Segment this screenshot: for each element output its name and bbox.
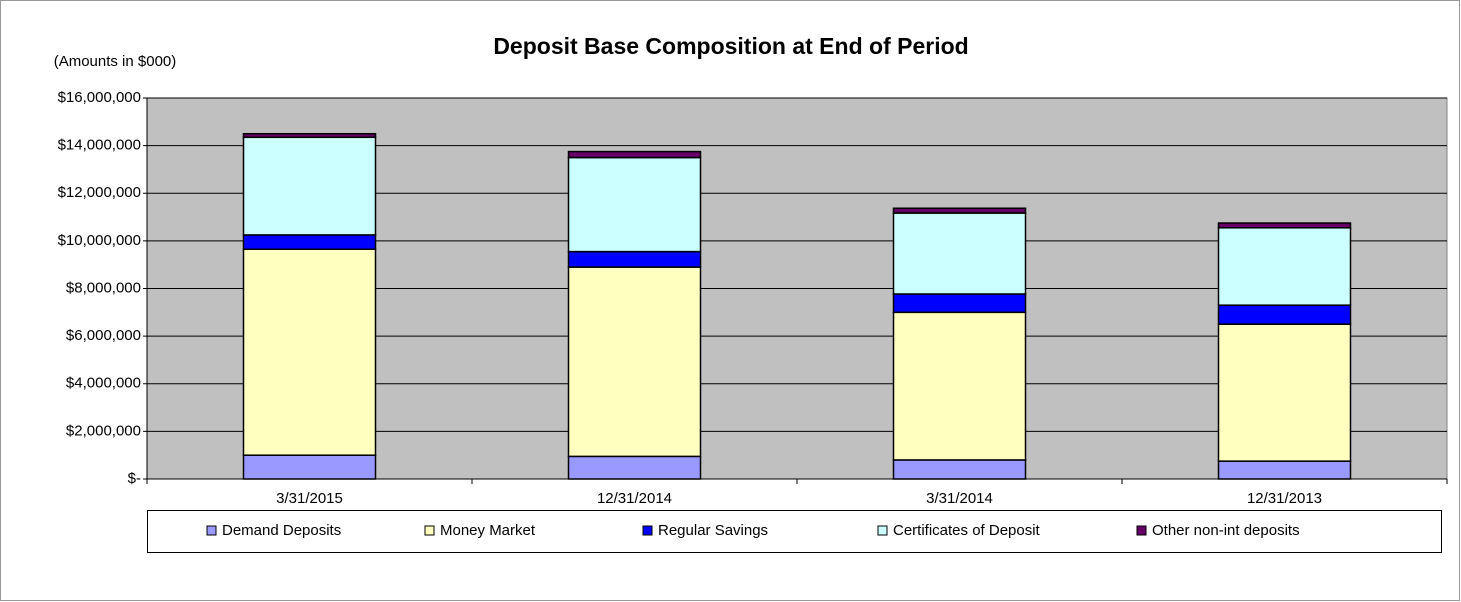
y-tick-label: $14,000,000 <box>58 137 141 154</box>
chart-title: Deposit Base Composition at End of Perio… <box>493 33 968 59</box>
bar-segment <box>1217 304 1352 325</box>
y-tick-label: $4,000,000 <box>66 375 141 392</box>
bar-segment <box>1217 227 1352 306</box>
legend-swatch <box>877 525 888 536</box>
bar-segment <box>892 293 1027 314</box>
y-tick-label: $- <box>128 470 141 487</box>
bar-segment <box>567 455 702 480</box>
bar-segment <box>242 132 377 139</box>
y-tick-label: $2,000,000 <box>66 422 141 439</box>
bar-segment <box>1217 323 1352 462</box>
legend-label: Certificates of Deposit <box>893 522 1041 539</box>
legend-label: Other non-int deposits <box>1152 522 1300 539</box>
bar-segment <box>892 207 1027 214</box>
bar-segment <box>242 234 377 250</box>
x-tick-label: 3/31/2015 <box>276 490 343 507</box>
bar-segment <box>242 248 377 456</box>
bar-segment <box>242 136 377 236</box>
legend-swatch <box>206 525 217 536</box>
x-tick-label: 3/31/2014 <box>926 490 993 507</box>
bar-segment <box>567 250 702 268</box>
bar-segment <box>1217 222 1352 229</box>
bar-segment <box>567 266 702 458</box>
bar-segment <box>892 311 1027 461</box>
legend-swatch <box>642 525 653 536</box>
legend-label: Money Market <box>440 522 536 539</box>
legend-swatch <box>424 525 435 536</box>
bar-segment <box>892 212 1027 295</box>
bar-segment <box>567 156 702 253</box>
y-tick-label: $10,000,000 <box>58 232 141 249</box>
y-tick-label: $6,000,000 <box>66 327 141 344</box>
x-tick-label: 12/31/2014 <box>597 490 672 507</box>
y-tick-label: $16,000,000 <box>58 89 141 106</box>
y-tick-label: $8,000,000 <box>66 279 141 296</box>
legend-label: Demand Deposits <box>222 522 341 539</box>
legend-swatch <box>1136 525 1147 536</box>
legend-label: Regular Savings <box>658 522 768 539</box>
bar-segment <box>567 150 702 159</box>
bar-segment <box>1217 460 1352 480</box>
bar-segment <box>242 454 377 480</box>
legend-box <box>147 510 1442 553</box>
x-tick-label: 12/31/2013 <box>1247 490 1322 507</box>
y-tick-label: $12,000,000 <box>58 184 141 201</box>
subtitle: (Amounts in $000) <box>54 53 177 70</box>
bar-segment <box>892 459 1027 480</box>
